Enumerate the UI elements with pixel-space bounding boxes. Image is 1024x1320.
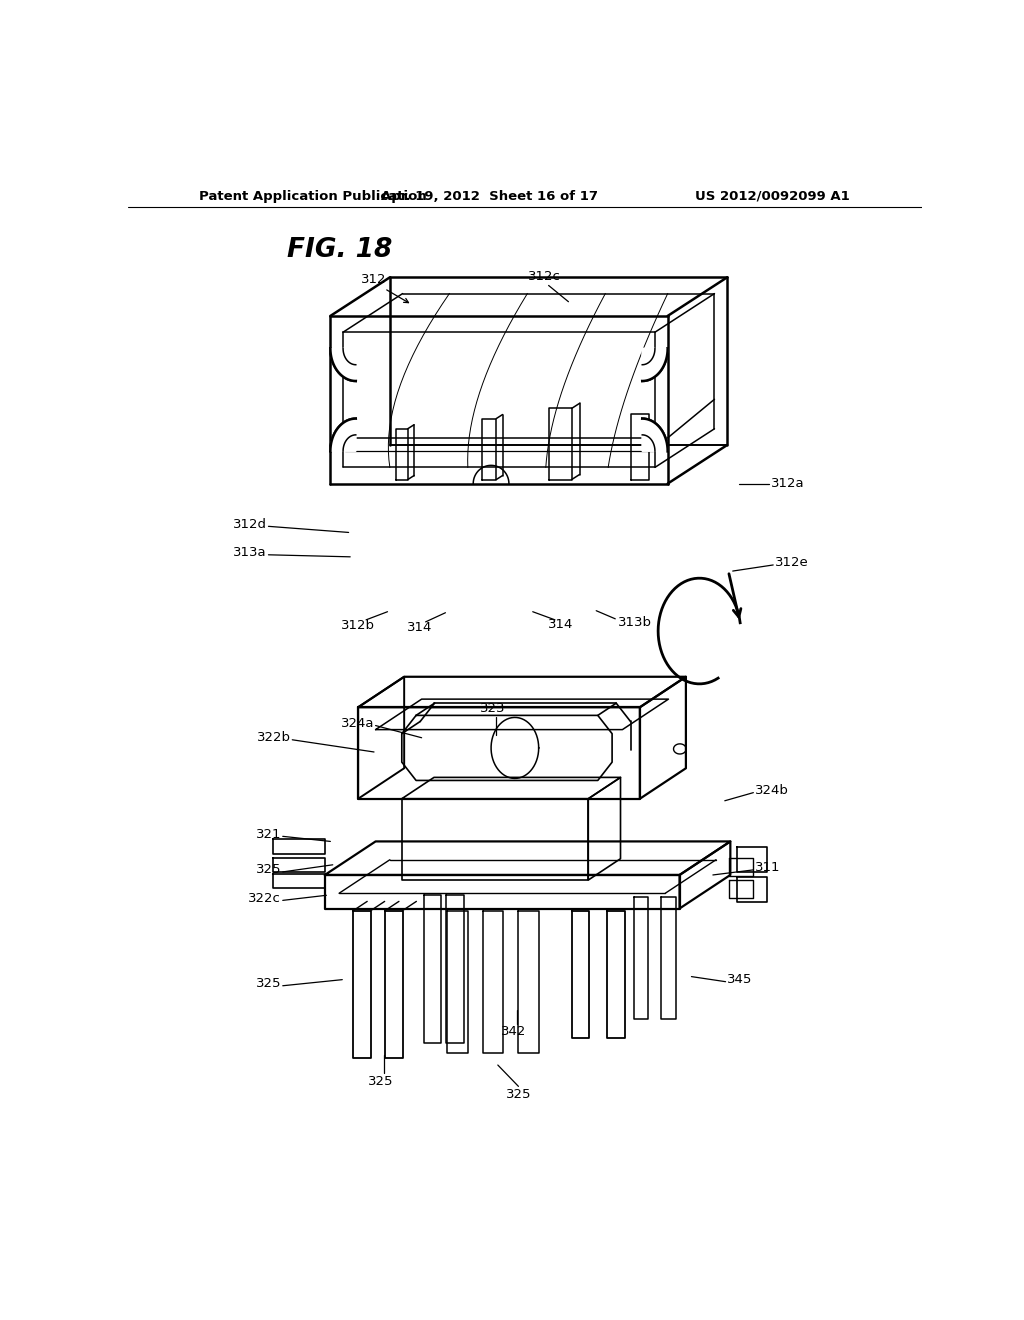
Text: 312e: 312e <box>775 557 809 569</box>
Text: 312d: 312d <box>232 517 267 531</box>
Text: US 2012/0092099 A1: US 2012/0092099 A1 <box>695 190 850 202</box>
Text: 314: 314 <box>408 620 433 634</box>
Text: 324a: 324a <box>341 717 374 730</box>
Polygon shape <box>343 348 355 364</box>
Text: 312a: 312a <box>771 477 805 490</box>
Text: 314: 314 <box>548 618 573 631</box>
Text: 322b: 322b <box>257 731 291 744</box>
Text: 322c: 322c <box>248 892 282 904</box>
Polygon shape <box>642 348 655 364</box>
Text: 345: 345 <box>727 973 753 986</box>
Text: Apr. 19, 2012  Sheet 16 of 17: Apr. 19, 2012 Sheet 16 of 17 <box>381 190 598 202</box>
Polygon shape <box>331 348 355 381</box>
Polygon shape <box>642 418 668 451</box>
Polygon shape <box>642 348 668 381</box>
Text: 313a: 313a <box>233 546 267 560</box>
Text: 325: 325 <box>506 1089 531 1101</box>
Text: 324b: 324b <box>755 784 788 797</box>
Text: 312c: 312c <box>528 271 561 284</box>
Text: 325: 325 <box>368 1076 393 1088</box>
Text: 313b: 313b <box>618 615 652 628</box>
Polygon shape <box>642 434 655 451</box>
Polygon shape <box>343 434 355 451</box>
Text: 325: 325 <box>256 977 282 990</box>
Text: 311: 311 <box>755 862 780 874</box>
Text: 312b: 312b <box>341 619 375 632</box>
Text: FIG. 18: FIG. 18 <box>287 236 392 263</box>
Text: Patent Application Publication: Patent Application Publication <box>200 190 427 202</box>
Polygon shape <box>331 418 355 451</box>
Text: 342: 342 <box>501 1026 526 1039</box>
Text: 321: 321 <box>256 828 282 841</box>
Text: 312: 312 <box>361 273 387 286</box>
Text: 323: 323 <box>480 702 506 715</box>
Text: 325: 325 <box>256 863 282 876</box>
